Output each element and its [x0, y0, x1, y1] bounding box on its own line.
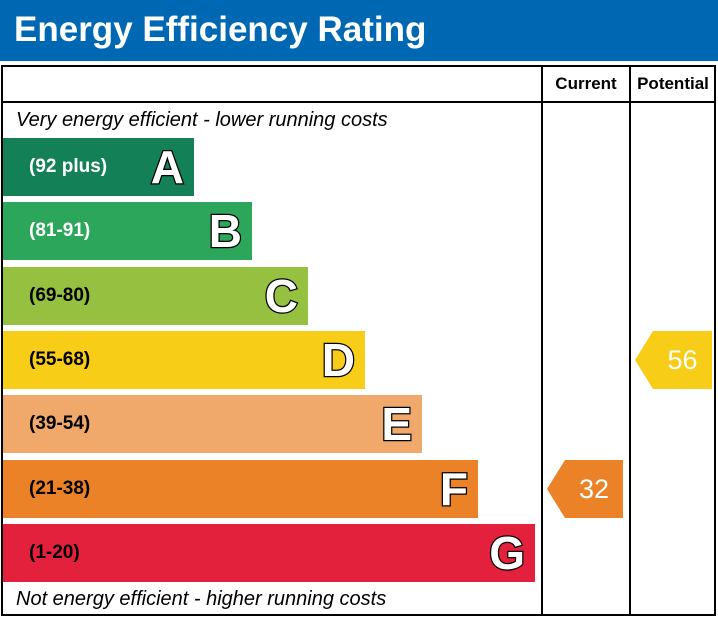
- column-divider-current: [541, 65, 543, 616]
- caption-very-efficient: Very energy efficient - lower running co…: [16, 109, 388, 131]
- band-letter: A: [150, 140, 186, 195]
- band-range-label: (55-68): [29, 349, 91, 370]
- rating-band-c: (69-80) C: [3, 267, 308, 325]
- rating-table-frame: [1, 65, 716, 616]
- rating-band-a: (92 plus) A: [3, 138, 194, 196]
- caption-not-efficient: Not energy efficient - higher running co…: [16, 588, 387, 610]
- band-letter: D: [321, 333, 357, 388]
- header-bar: Energy Efficiency Rating: [0, 0, 718, 61]
- rating-band-b: (81-91) B: [3, 202, 252, 260]
- current-arrow: [547, 460, 623, 518]
- band-range-label: (1-20): [29, 542, 80, 563]
- band-letter: B: [208, 204, 244, 259]
- rating-band-f: (21-38) F: [3, 460, 478, 518]
- current-rating-value: 32: [578, 474, 610, 504]
- potential-arrow: [635, 331, 712, 389]
- column-header-current: Current: [555, 74, 617, 93]
- band-range-label: (21-38): [29, 478, 91, 499]
- band-range-label: (69-80): [29, 285, 91, 306]
- band-letter: E: [380, 397, 413, 452]
- band-letter: G: [488, 526, 526, 581]
- header-row-divider: [1, 101, 716, 103]
- rating-band-g: (1-20) G: [3, 524, 535, 582]
- potential-rating-value: 56: [667, 345, 698, 375]
- band-range-label: (39-54): [29, 413, 91, 434]
- rating-band-e: (39-54) E: [3, 395, 422, 453]
- column-header-potential: Potential: [637, 74, 709, 93]
- band-range-label: (81-91): [29, 220, 91, 241]
- band-letter: C: [264, 269, 300, 324]
- band-letter: F: [439, 462, 470, 517]
- band-range-label: (92 plus): [29, 156, 108, 177]
- page-title: Energy Efficiency Rating: [14, 10, 427, 49]
- column-divider-potential: [629, 65, 631, 616]
- rating-band-d: (55-68) D: [3, 331, 365, 389]
